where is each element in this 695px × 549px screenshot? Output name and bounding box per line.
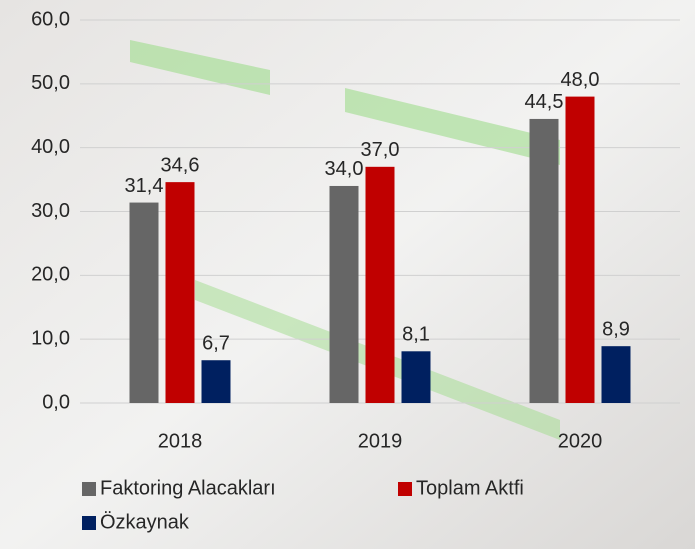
y-tick-label: 0,0 [42,391,70,413]
x-tick-label: 2019 [358,430,403,452]
bar [365,166,395,403]
y-tick-label: 30,0 [31,200,70,222]
data-label: 48,0 [561,69,600,91]
y-tick-label: 10,0 [31,327,70,349]
y-tick-label: 60,0 [31,8,70,30]
decoration [130,40,270,95]
y-tick-label: 40,0 [31,136,70,158]
legend-label: Özkaynak [100,511,190,533]
data-label: 8,1 [402,324,430,346]
bar [601,346,631,403]
bar [165,182,195,403]
data-label: 37,0 [361,139,400,161]
bar [129,202,159,403]
bar [201,360,231,403]
y-tick-label: 50,0 [31,72,70,94]
x-tick-label: 2020 [558,430,603,452]
data-label: 34,6 [161,154,200,176]
data-label: 31,4 [125,175,164,197]
decoration [345,88,560,165]
data-label: 6,7 [202,333,230,355]
legend-swatch [82,516,96,530]
y-tick-label: 20,0 [31,264,70,286]
data-label: 8,9 [602,318,630,340]
legend-swatch [82,482,96,496]
bar [401,351,431,403]
data-label: 44,5 [525,91,564,113]
data-label: 34,0 [325,158,364,180]
legend-swatch [398,482,412,496]
bar [565,96,595,403]
x-tick-label: 2018 [158,430,203,452]
legend-label: Faktoring Alacakları [100,477,276,499]
bar [329,185,359,403]
legend-label: Toplam Aktfi [416,477,524,499]
bar [529,118,559,404]
